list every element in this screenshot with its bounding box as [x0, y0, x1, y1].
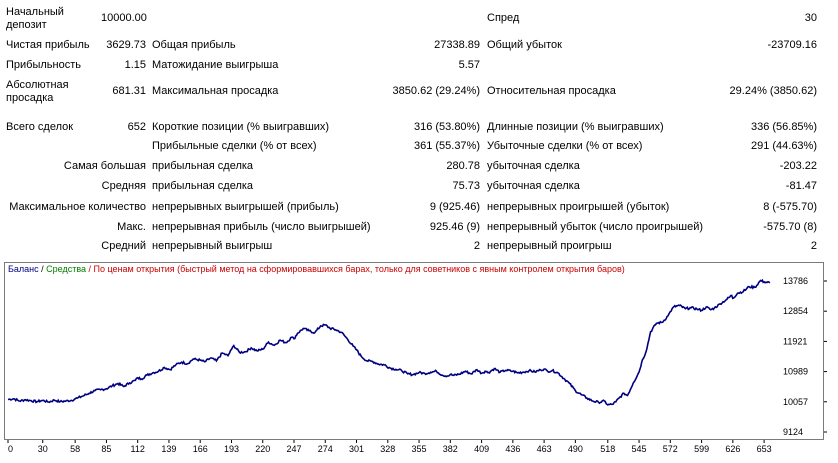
maximal-consecutive-profit-value: 925.46 (9) [429, 221, 480, 233]
y-tick-label: 12854 [783, 306, 808, 316]
average-consecutive-wins-value: 2 [473, 240, 480, 252]
x-tick-label: 301 [349, 444, 364, 454]
maximal-drawdown-label: Максимальная просадка [152, 85, 279, 97]
y-tick-label: 9124 [783, 427, 803, 437]
x-tick-label: 220 [255, 444, 270, 454]
y-axis: 13786 12854 11921 10989 10057 9124 [783, 276, 827, 437]
x-tick-label: 193 [224, 444, 239, 454]
legend-balance: Баланс [8, 264, 39, 274]
maximal-consecutive-loss-label: непрерывный убыток (число проигрышей) [487, 221, 704, 233]
initial-deposit-value: 10000.00 [101, 12, 147, 24]
maximal-drawdown-value: 3850.62 (29.24%) [392, 85, 480, 97]
chart-legend: Баланс / Средства / По ценам открытия (б… [8, 264, 625, 274]
test-report: Начальный депозит 10000.00 Спред 30 Чист… [6, 6, 817, 252]
long-positions-label: Длинные позиции (% выигравших) [487, 121, 664, 133]
absolute-drawdown-label: Абсолютная просадка [6, 79, 69, 104]
spread-value: 30 [804, 12, 817, 24]
max-consecutive-wins-label: непрерывных выигрышей (прибыль) [152, 201, 339, 213]
expected-payoff-label: Матожидание выигрыша [152, 59, 279, 71]
x-tick-label: 518 [600, 444, 615, 454]
profit-trades-value: 361 (55.37%) [413, 140, 480, 152]
average-profit-label: прибыльная сделка [152, 180, 254, 192]
profit-trades-label: Прибыльные сделки (% от всех) [152, 140, 317, 152]
balance-line-group [7, 278, 771, 406]
x-tick-label: 626 [725, 444, 740, 454]
largest-label: Самая большая [63, 160, 146, 172]
x-tick-label: 30 [38, 444, 48, 454]
loss-trades-label: Убыточные сделки (% от всех) [487, 140, 643, 152]
balance-chart [4, 262, 824, 440]
total-trades-value: 652 [127, 121, 146, 133]
relative-drawdown-value: 29.24% (3850.62) [729, 85, 817, 97]
profit-factor-label: Прибыльность [6, 59, 81, 71]
net-profit-value: 3629.73 [106, 39, 146, 51]
x-tick-label: 355 [412, 444, 427, 454]
net-profit-label: Чистая прибыль [6, 39, 90, 51]
average-consecutive-wins-label: непрерывный выигрыш [152, 240, 273, 252]
gross-profit-label: Общая прибыль [152, 39, 236, 51]
max-consecutive-losses-value: 8 (-575.70) [763, 201, 817, 213]
x-tick-label: 545 [632, 444, 647, 454]
short-positions-label: Короткие позиции (% выигравших) [152, 121, 330, 133]
expected-payoff-value: 5.57 [458, 59, 480, 71]
x-tick-label: 247 [286, 444, 301, 454]
legend-separator: / [38, 264, 47, 274]
profit-factor-value: 1.15 [124, 59, 146, 71]
balance-series-line [7, 278, 771, 406]
largest-profit-value: 280.78 [446, 160, 480, 172]
initial-deposit-label: Начальный депозит [6, 6, 64, 31]
total-trades-label: Всего сделок [6, 121, 74, 133]
x-tick-label: 112 [131, 444, 145, 454]
average-loss-value: -81.47 [785, 180, 817, 192]
y-tick-label: 11921 [783, 336, 807, 346]
x-tick-label: 274 [318, 444, 333, 454]
max-consecutive-losses-label: непрерывных проигрышей (убыток) [487, 201, 670, 213]
average-consecutive-losses-label: непрерывный проигрыш [487, 240, 612, 252]
x-axis: 0 30 58 85 112 139 166 193 220 247 274 301 328 355 382… [7, 440, 772, 454]
average-loss-label: убыточная сделка [487, 180, 580, 192]
x-tick-label: 490 [568, 444, 583, 454]
absolute-drawdown-value: 681.31 [112, 85, 146, 97]
short-positions-value: 316 (53.80%) [413, 121, 480, 133]
loss-trades-value: 291 (44.63%) [750, 140, 817, 152]
relative-drawdown-label: Относительная просадка [487, 85, 616, 97]
average-label: Средняя [101, 180, 146, 192]
x-tick-label: 436 [505, 444, 520, 454]
average-profit-value: 75.73 [452, 180, 480, 192]
legend-equity: Средства [46, 264, 87, 274]
x-tick-label: 572 [663, 444, 678, 454]
y-tick-label: 10057 [783, 397, 808, 407]
y-tick-label: 13786 [783, 276, 808, 286]
x-tick-label: 599 [694, 444, 709, 454]
x-tick-label: 409 [474, 444, 489, 454]
max-consecutive-label: Максимальное количество [9, 201, 146, 213]
y-tick-label: 10989 [783, 367, 808, 377]
x-tick-label: 328 [380, 444, 395, 454]
maximal-consecutive-profit-label: непрерывная прибыль (число выигрышей) [152, 221, 371, 233]
x-tick-label: 58 [70, 444, 80, 454]
gross-loss-label: Общий убыток [487, 39, 562, 51]
x-tick-label: 0 [8, 444, 13, 454]
gross-loss-value: -23709.16 [767, 39, 817, 51]
average-consecutive-label: Средний [101, 240, 146, 252]
largest-loss-value: -203.22 [779, 160, 817, 172]
maximal-consecutive-loss-value: -575.70 (8) [763, 221, 817, 233]
long-positions-value: 336 (56.85%) [750, 121, 817, 133]
x-tick-label: 382 [443, 444, 458, 454]
gross-profit-value: 27338.89 [434, 39, 480, 51]
legend-method: / По ценам открытия (быстрый метод на сф… [86, 264, 625, 274]
maximal-consecutive-label: Макс. [117, 221, 146, 233]
max-consecutive-wins-value: 9 (925.46) [429, 201, 480, 213]
x-tick-label: 166 [193, 444, 208, 454]
x-tick-label: 139 [161, 444, 176, 454]
largest-profit-label: прибыльная сделка [152, 160, 254, 172]
x-tick-label: 85 [101, 444, 111, 454]
average-consecutive-losses-value: 2 [810, 240, 817, 252]
largest-loss-label: убыточная сделка [487, 160, 580, 172]
x-tick-label: 653 [757, 444, 772, 454]
x-tick-label: 463 [537, 444, 552, 454]
spread-label: Спред [487, 12, 520, 24]
